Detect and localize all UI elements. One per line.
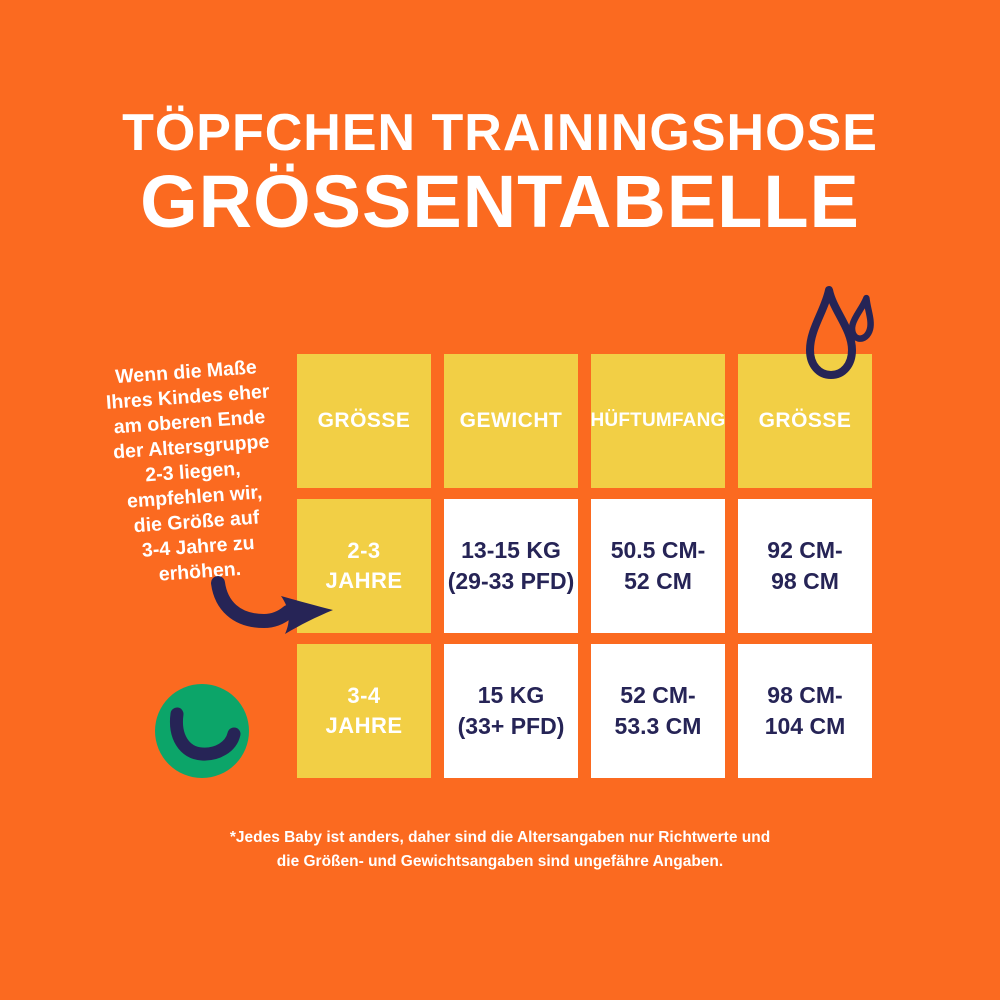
size-table: GRÖSSE GEWICHT HÜFTUMFANG GRÖSSE 2-3 JAH… [297, 354, 872, 778]
curved-arrow-icon [211, 576, 333, 634]
data-cell-hip-2-3: 50.5 CM- 52 CM [591, 499, 725, 633]
table-header-size-age: GRÖSSE [297, 354, 431, 488]
side-note-text: Wenn die Maße Ihres Kindes eher am obere… [105, 356, 271, 586]
data-cell-height-3-4: 98 CM- 104 CM [738, 644, 872, 778]
table-header-hip: HÜFTUMFANG [591, 354, 725, 488]
smiley-face-icon [155, 684, 249, 778]
table-header-weight: GEWICHT [444, 354, 578, 488]
footnote-text: *Jedes Baby ist anders, daher sind die A… [229, 829, 771, 870]
title-line-2: GRÖSSENTABELLE [140, 160, 860, 243]
data-cell-height-2-3: 92 CM- 98 CM [738, 499, 872, 633]
title-line-1: TÖPFCHEN TRAININGSHOSE [122, 104, 878, 162]
page-title: TÖPFCHEN TRAININGSHOSE GRÖSSENTABELLE [0, 104, 1000, 242]
row-label-3-4-jahre: 3-4 JAHRE [297, 644, 431, 778]
water-drops-icon [806, 286, 874, 379]
data-cell-hip-3-4: 52 CM- 53.3 CM [591, 644, 725, 778]
data-cell-weight-2-3: 13-15 KG (29-33 PFD) [444, 499, 578, 633]
data-cell-weight-3-4: 15 KG (33+ PFD) [444, 644, 578, 778]
table-header-height: GRÖSSE [738, 354, 872, 488]
